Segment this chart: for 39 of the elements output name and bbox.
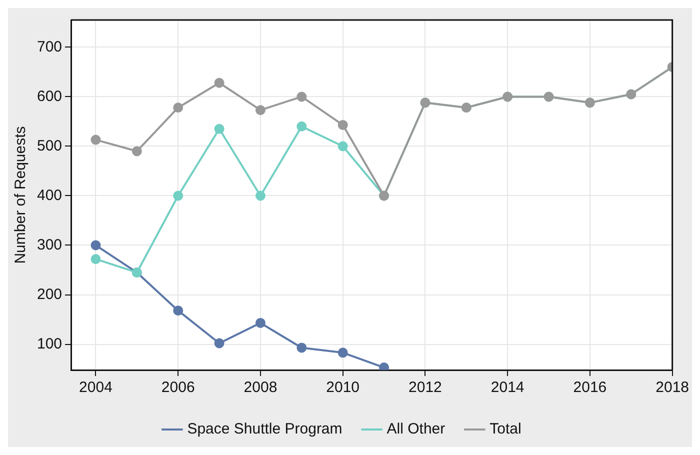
x-tick-label: 2014	[490, 379, 524, 396]
point	[338, 120, 348, 130]
legend-label: Space Shuttle Program	[187, 420, 342, 438]
x-tick-label: 2012	[408, 379, 442, 396]
point	[90, 134, 101, 145]
legend-label: Total	[490, 420, 522, 438]
point	[255, 105, 266, 116]
x-tick-label: 2018	[656, 379, 690, 396]
y-tick-label: 200	[36, 286, 62, 303]
point	[255, 190, 266, 201]
point	[296, 92, 307, 102]
point	[214, 338, 224, 348]
y-tick-label: 400	[36, 186, 62, 204]
x-tick-label: 2016	[573, 379, 607, 396]
point	[296, 342, 307, 353]
point	[173, 306, 184, 316]
point	[132, 146, 142, 156]
point	[338, 141, 348, 152]
y-axis-title: Number of Requests	[12, 126, 30, 264]
point	[338, 348, 348, 358]
point	[173, 190, 184, 201]
x-tick-label: 2010	[326, 379, 360, 396]
y-tick-label: 700	[36, 38, 62, 56]
point	[90, 254, 101, 264]
point	[214, 124, 224, 134]
y-tick-label: 600	[36, 88, 62, 105]
point	[296, 121, 307, 132]
y-tick-label: 300	[36, 236, 62, 254]
y-tick-label: 100	[36, 335, 62, 352]
point	[255, 318, 266, 328]
legend-label: All Other	[386, 420, 446, 438]
x-tick-label: 2004	[79, 379, 112, 396]
y-tick-label: 500	[36, 137, 62, 154]
point	[379, 362, 390, 370]
point	[173, 102, 184, 113]
point	[90, 240, 101, 250]
point	[214, 78, 224, 88]
x-tick-label: 2006	[161, 379, 195, 396]
x-tick-label: 2008	[244, 379, 278, 396]
